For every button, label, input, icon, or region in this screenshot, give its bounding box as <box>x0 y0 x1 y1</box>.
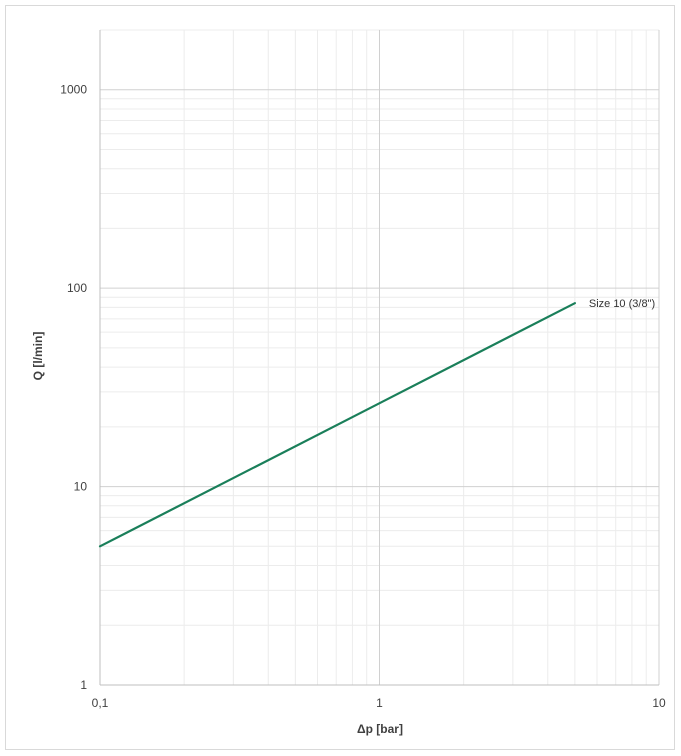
y-tick-labels: 1 10 100 1000 <box>60 83 87 692</box>
x-tick-label: 1 <box>376 696 383 710</box>
y-tick-label: 1 <box>80 678 87 692</box>
y-axis-title: Q [l/min] <box>31 332 45 381</box>
x-tick-label: 0,1 <box>92 696 109 710</box>
axes <box>99 30 659 686</box>
x-tick-label: 10 <box>652 696 666 710</box>
series-line <box>98 302 576 548</box>
series-label: Size 10 (3/8") <box>589 298 655 310</box>
x-tick-labels: 0,1 1 10 <box>92 696 666 710</box>
y-tick-label: 100 <box>67 281 87 295</box>
x-axis-title: Δp [bar] <box>357 722 403 736</box>
series-layer: Size 10 (3/8") <box>98 298 655 548</box>
chart-frame <box>5 5 675 750</box>
y-tick-label: 10 <box>74 480 88 494</box>
y-tick-label: 1000 <box>60 83 87 97</box>
